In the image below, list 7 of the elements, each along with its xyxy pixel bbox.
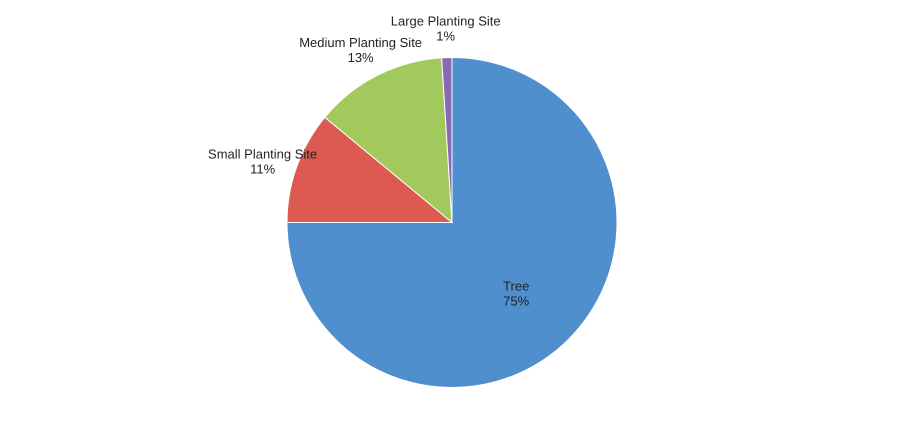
slice-label: Tree [503,278,530,294]
slice-label: Medium Planting Site [299,35,422,50]
data-label: 1% [436,28,456,44]
data-label: 75% [503,294,530,309]
data-label: 11% [250,161,276,176]
slice-label: Large Planting Site [390,13,501,28]
data-label: 13% [348,50,374,66]
